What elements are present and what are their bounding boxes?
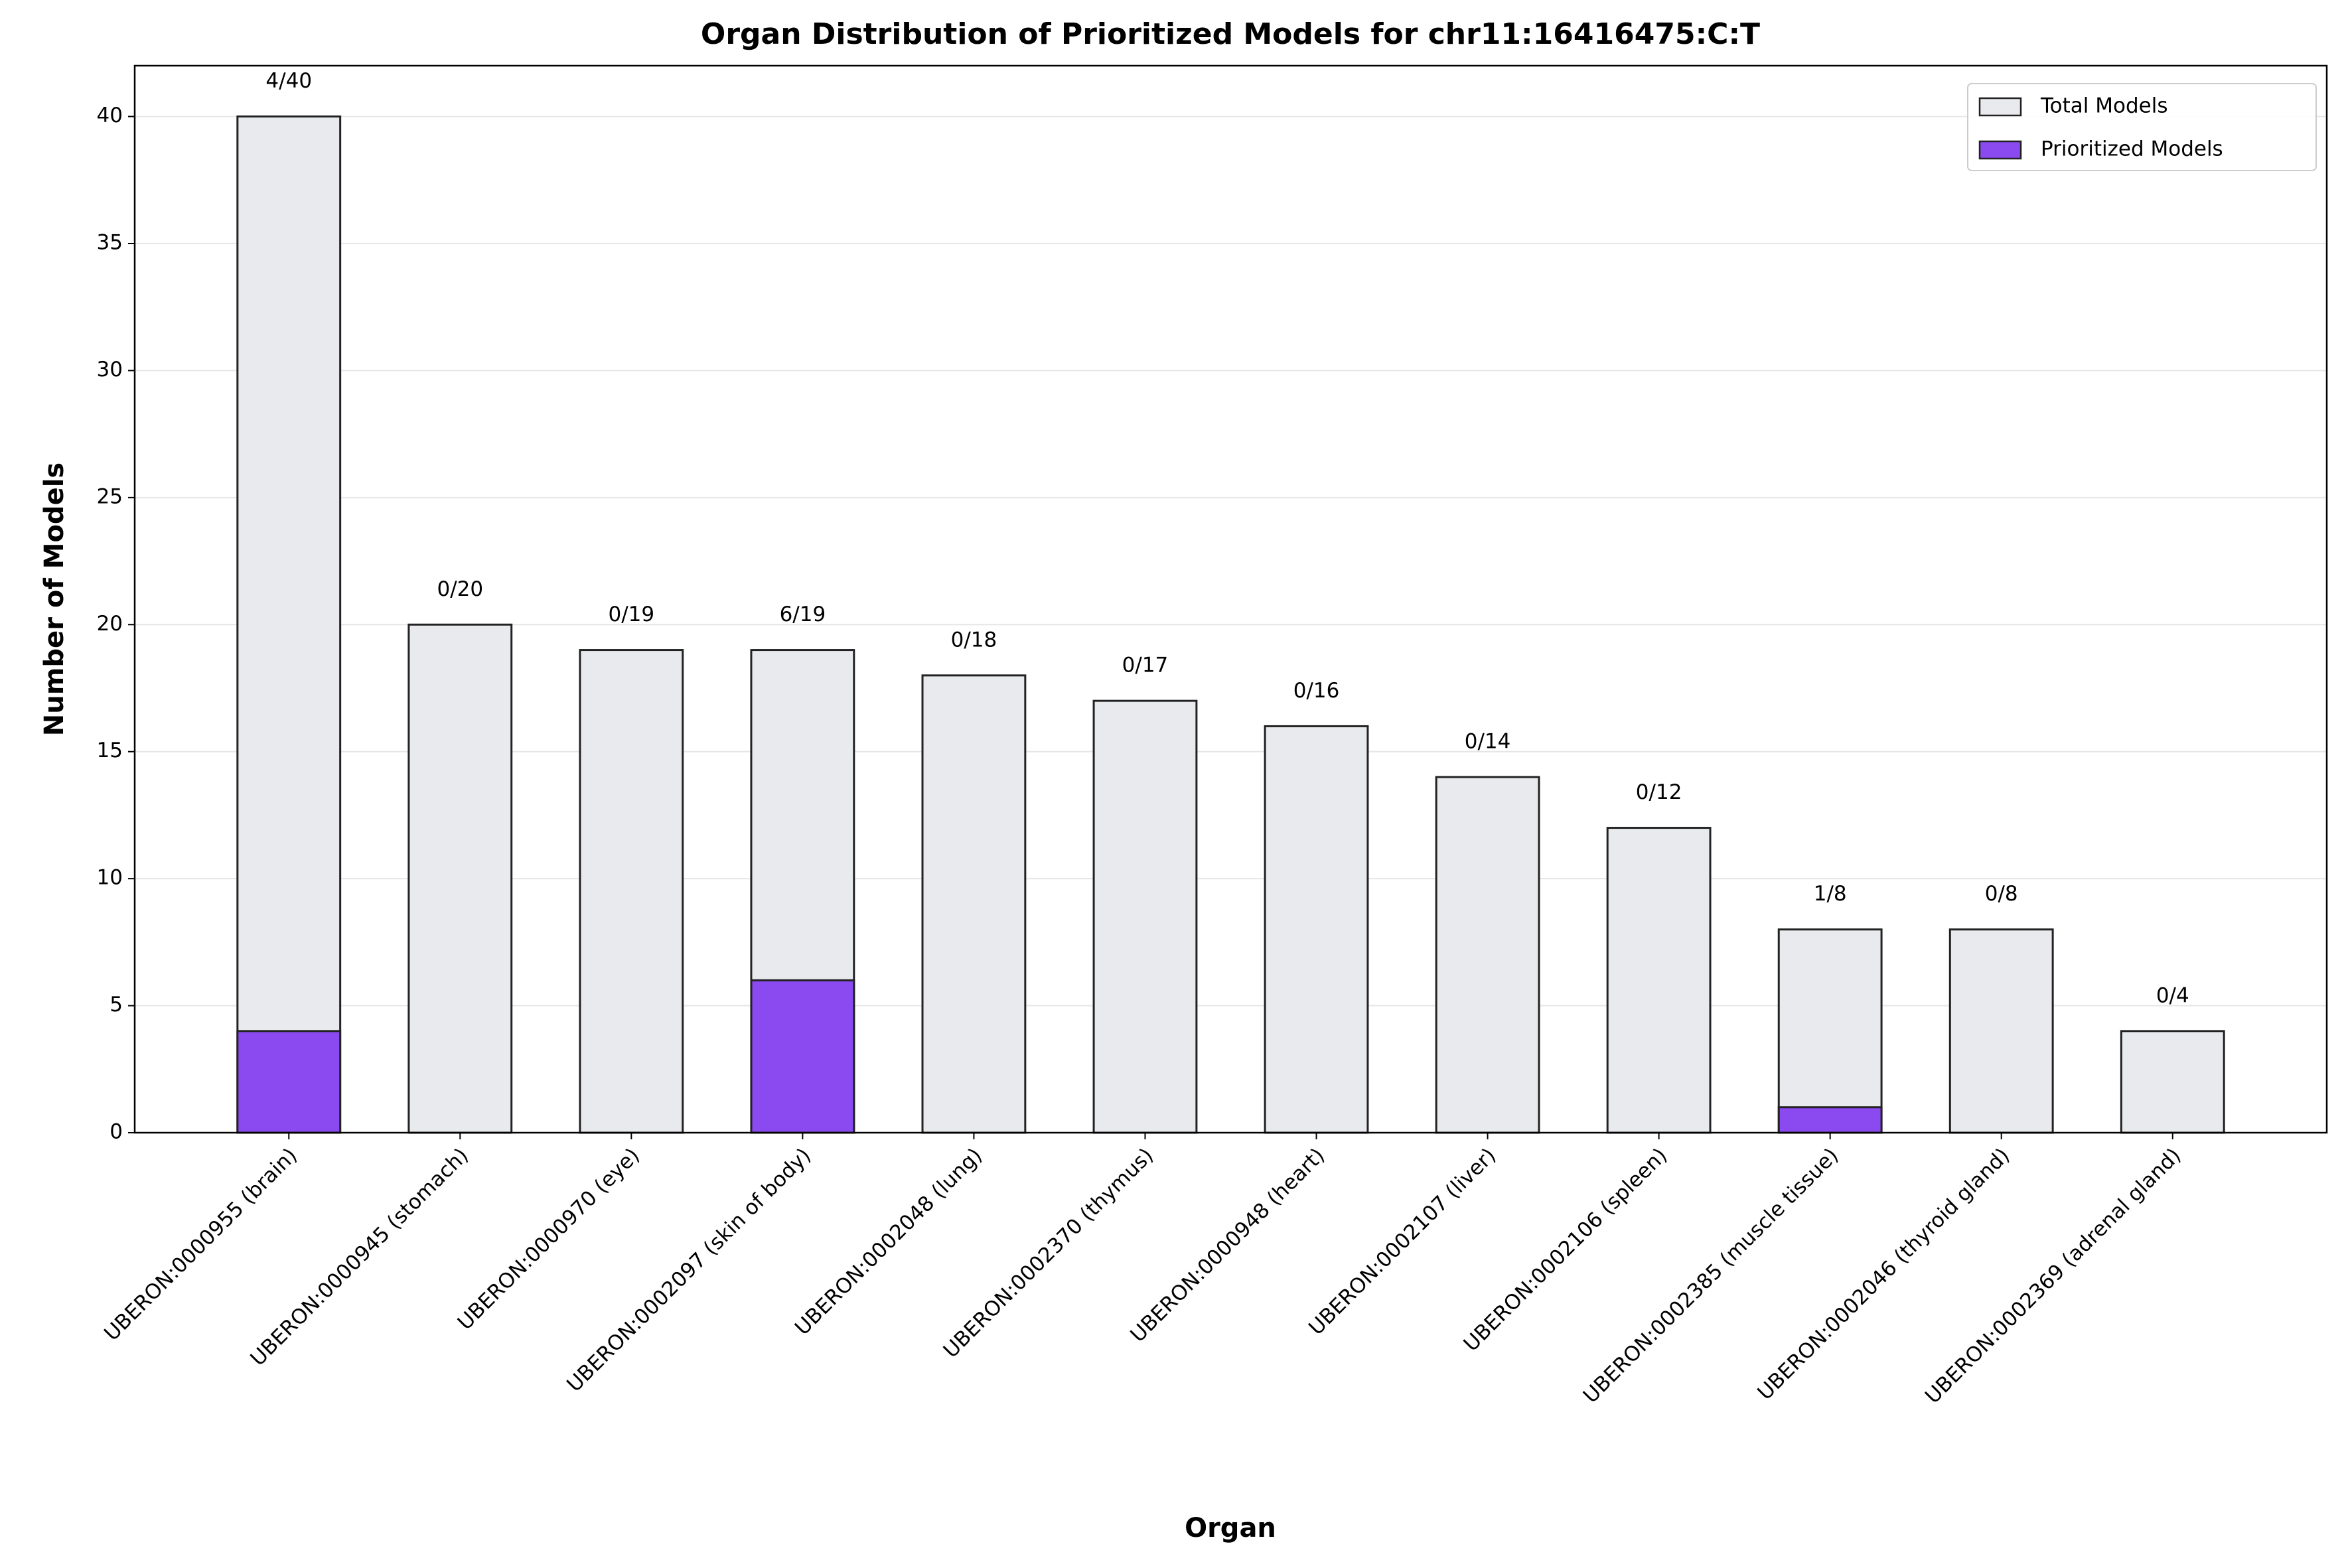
- y-tick-label: 30: [97, 358, 123, 382]
- y-tick-label: 25: [97, 484, 123, 508]
- value-label: 6/19: [780, 603, 826, 626]
- x-tick-label: UBERON:0002107 (liver): [1304, 1143, 1501, 1340]
- legend-label: Total Models: [2040, 94, 2167, 118]
- y-tick-label: 20: [97, 612, 123, 636]
- legend-label: Prioritized Models: [2041, 137, 2223, 161]
- y-axis-label: Number of Models: [39, 463, 70, 736]
- value-label: 1/8: [1814, 882, 1847, 906]
- bar: [750, 979, 855, 1134]
- legend-box: [1967, 83, 2317, 171]
- y-tick-label: 15: [97, 739, 123, 762]
- value-label: 0/20: [437, 577, 483, 601]
- x-axis-label: Organ: [1185, 1513, 1276, 1543]
- legend-swatch: [1978, 140, 2022, 160]
- value-label: 0/12: [1636, 780, 1682, 804]
- bar: [579, 649, 684, 1134]
- x-tick-label: UBERON:0002106 (spleen): [1459, 1143, 1672, 1356]
- chart-title: Organ Distribution of Prioritized Models…: [701, 17, 1760, 51]
- value-label: 0/17: [1122, 654, 1169, 677]
- bar: [407, 623, 513, 1134]
- y-tick-label: 40: [97, 104, 123, 127]
- value-label: 0/14: [1465, 730, 1511, 754]
- value-label: 0/4: [2156, 983, 2189, 1007]
- bar: [1264, 725, 1369, 1134]
- value-label: 0/16: [1293, 679, 1340, 703]
- bar: [236, 1030, 342, 1134]
- plot-frame: [133, 64, 2328, 1134]
- bar: [1092, 699, 1198, 1134]
- bar: [1777, 928, 1883, 1134]
- bar: [1435, 776, 1540, 1134]
- value-label: 0/18: [951, 628, 997, 652]
- bar: [1606, 827, 1712, 1134]
- value-label: 4/40: [265, 69, 312, 93]
- value-label: 0/19: [609, 603, 655, 626]
- bar: [921, 674, 1027, 1134]
- value-label: 0/8: [1985, 882, 2018, 906]
- y-tick-label: 0: [110, 1120, 123, 1144]
- y-tick-label: 35: [97, 231, 123, 255]
- bar: [1777, 1106, 1883, 1134]
- x-tick-label: UBERON:0000955 (brain): [100, 1143, 302, 1346]
- legend-swatch: [1978, 97, 2022, 117]
- bar: [1948, 928, 2054, 1134]
- bar: [2120, 1030, 2225, 1134]
- x-tick-label: UBERON:0002048 (lung): [790, 1143, 987, 1340]
- x-tick-label: UBERON:0000948 (heart): [1126, 1143, 1329, 1347]
- y-tick-label: 5: [110, 993, 123, 1017]
- y-tick-label: 10: [97, 866, 123, 890]
- x-tick-label: UBERON:0000970 (eye): [453, 1143, 644, 1334]
- bar: [236, 115, 342, 1134]
